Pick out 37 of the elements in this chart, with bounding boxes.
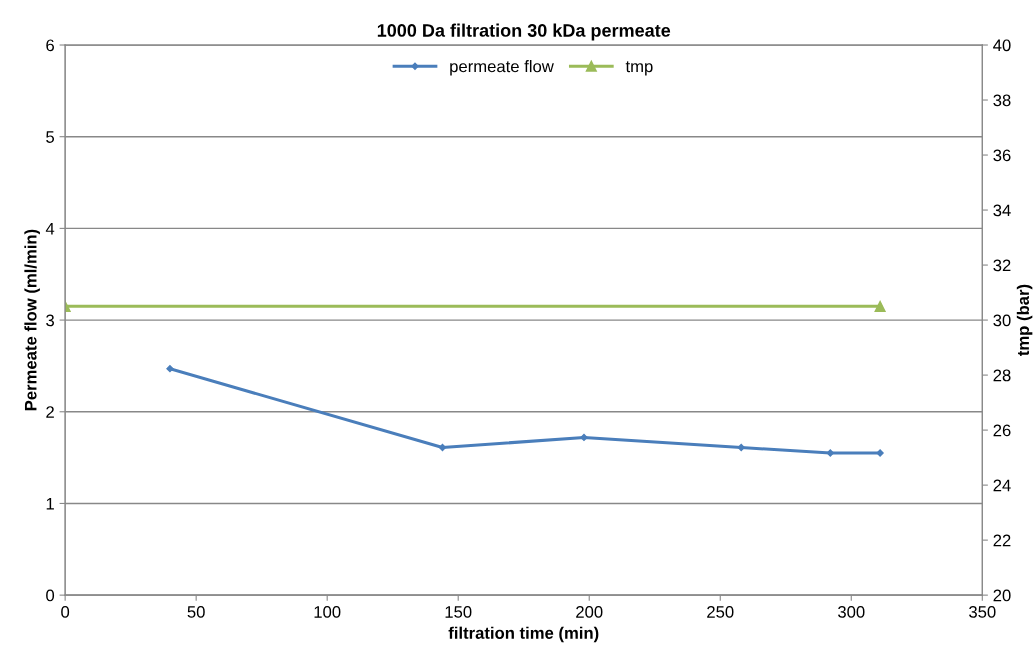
y2-tick-label: 32 bbox=[993, 259, 1011, 272]
x-tick-label: 300 bbox=[838, 605, 865, 618]
point bbox=[826, 449, 834, 457]
y2-tick-label: 30 bbox=[993, 314, 1011, 327]
y2-tick-label: 28 bbox=[993, 369, 1011, 382]
y2-tick-label: 22 bbox=[993, 534, 1011, 547]
y2-tick-label: 34 bbox=[993, 204, 1011, 217]
x-tick-label: 200 bbox=[576, 605, 603, 618]
y-tick-label: 6 bbox=[46, 39, 54, 52]
point bbox=[737, 443, 745, 452]
y-tick-label: 5 bbox=[46, 131, 55, 143]
point bbox=[166, 365, 174, 373]
legend-label: permeate flow bbox=[450, 60, 554, 76]
y2-tick-label: 20 bbox=[993, 589, 1011, 602]
y-axis-title: Permeate flow (ml/min) bbox=[24, 229, 40, 411]
y2-tick-label: 40 bbox=[993, 39, 1011, 52]
point bbox=[580, 433, 588, 442]
x-tick-label: 150 bbox=[445, 605, 472, 618]
y-tick-label: 4 bbox=[45, 222, 55, 235]
x-tick-label: 50 bbox=[187, 605, 205, 618]
y-tick-label: 2 bbox=[46, 406, 54, 418]
y2-tick-label: 24 bbox=[993, 479, 1011, 492]
y-tick-label: 0 bbox=[46, 589, 55, 602]
x-tick-label: 250 bbox=[707, 605, 734, 618]
legend-label: tmp bbox=[625, 61, 653, 76]
x-tick-label: 100 bbox=[314, 605, 341, 618]
x-tick-label: 0 bbox=[61, 605, 70, 618]
y-tick-label: 3 bbox=[46, 314, 54, 327]
y2-tick-label: 26 bbox=[993, 424, 1011, 437]
chart-title: 1000 Da filtration 30 kDa permeate bbox=[377, 23, 671, 41]
y-tick-label: 1 bbox=[46, 498, 54, 510]
y2-tick-label: 36 bbox=[993, 149, 1011, 162]
point bbox=[876, 449, 884, 457]
x-tick-label: 350 bbox=[969, 605, 996, 618]
y2-tick-label: 38 bbox=[993, 94, 1011, 107]
y2-axis-title: tmp (bar) bbox=[1016, 284, 1033, 356]
x-axis-title: filtration time (min) bbox=[448, 626, 599, 643]
